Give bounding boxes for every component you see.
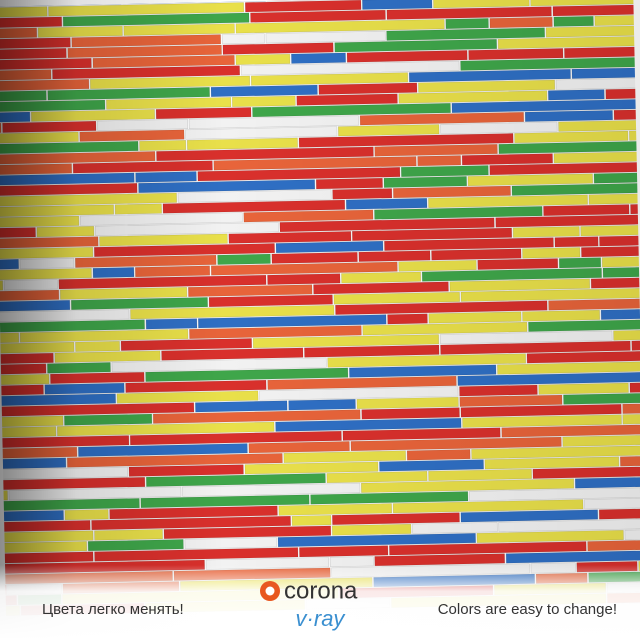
corona-logo: corona xyxy=(260,577,358,604)
corona-icon-hole xyxy=(265,586,275,596)
caption-band xyxy=(0,565,640,640)
caption-right: Colors are easy to change! xyxy=(438,601,617,618)
vray-wordmark: v·ray xyxy=(296,606,347,631)
corona-wordmark: corona xyxy=(284,577,358,604)
caption-left: Цвета легко менять! xyxy=(42,601,184,618)
